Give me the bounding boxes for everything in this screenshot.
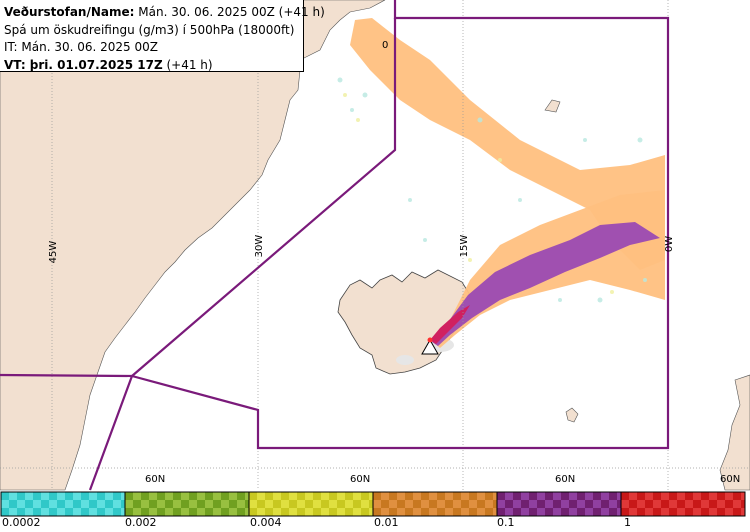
ash-plume-high [432, 222, 660, 346]
islet-2 [565, 407, 579, 423]
volcano-warning-icon[interactable] [421, 337, 439, 355]
lon-label-15w: 15W [459, 235, 470, 258]
lat-label-1: 60N [145, 474, 165, 485]
lat-label-4: 60N [720, 474, 740, 485]
info-line-4: VT: þri. 01.07.2025 17Z (+41 h) [4, 57, 299, 75]
ash-plume-very-high [430, 305, 470, 344]
lat-label-2: 60N [350, 474, 370, 485]
agency-name: Veðurstofan/Name: [4, 5, 135, 19]
ash-plume-low-north [350, 18, 665, 270]
lon-label-45w: 45W [48, 241, 59, 264]
info-line-3: IT: Mán. 30. 06. 2025 00Z [4, 40, 158, 54]
legend-label-1: 0.0002 [2, 516, 41, 529]
legend-bin-1 [0, 491, 126, 517]
legend-label-4: 0.01 [374, 516, 399, 529]
ash-specks [337, 77, 647, 303]
lon-label-30w: 30W [254, 235, 265, 258]
legend-label-3: 0.004 [250, 516, 282, 529]
lon-label-0w: 0W [664, 236, 675, 252]
legend-label-5: 0.1 [497, 516, 515, 529]
norway-coast [719, 374, 750, 491]
contour-label: 0 [382, 40, 388, 51]
ash-specks-yellow [343, 93, 614, 294]
legend-bin-3 [248, 491, 374, 517]
forecast-info-box: Veðurstofan/Name: Mán. 30. 06. 2025 00Z … [0, 0, 325, 75]
legend-bin-5 [496, 491, 622, 517]
run-time: Mán. 30. 06. 2025 00Z (+41 h) [134, 5, 325, 19]
valid-offset: (+41 h) [162, 57, 213, 72]
info-line-2: Spá um öskudreifingu (g/m3) í 500hPa (18… [4, 22, 295, 37]
valid-time: VT: þri. 01.07.2025 17Z [4, 57, 163, 72]
legend-bin-2 [124, 491, 250, 517]
legend-color-scale [0, 491, 746, 517]
islet-1 [544, 99, 561, 113]
legend-bin-6 [620, 491, 746, 517]
info-line-1: Veðurstofan/Name: Mán. 30. 06. 2025 00Z … [4, 4, 325, 22]
legend-label-2: 0.002 [125, 516, 157, 529]
legend-label-6: 1 [624, 516, 631, 529]
lat-label-3: 60N [555, 474, 575, 485]
glacier-myrdalsjokull [396, 355, 414, 365]
region-boundaries [0, 0, 670, 491]
legend-bin-4 [372, 491, 498, 517]
